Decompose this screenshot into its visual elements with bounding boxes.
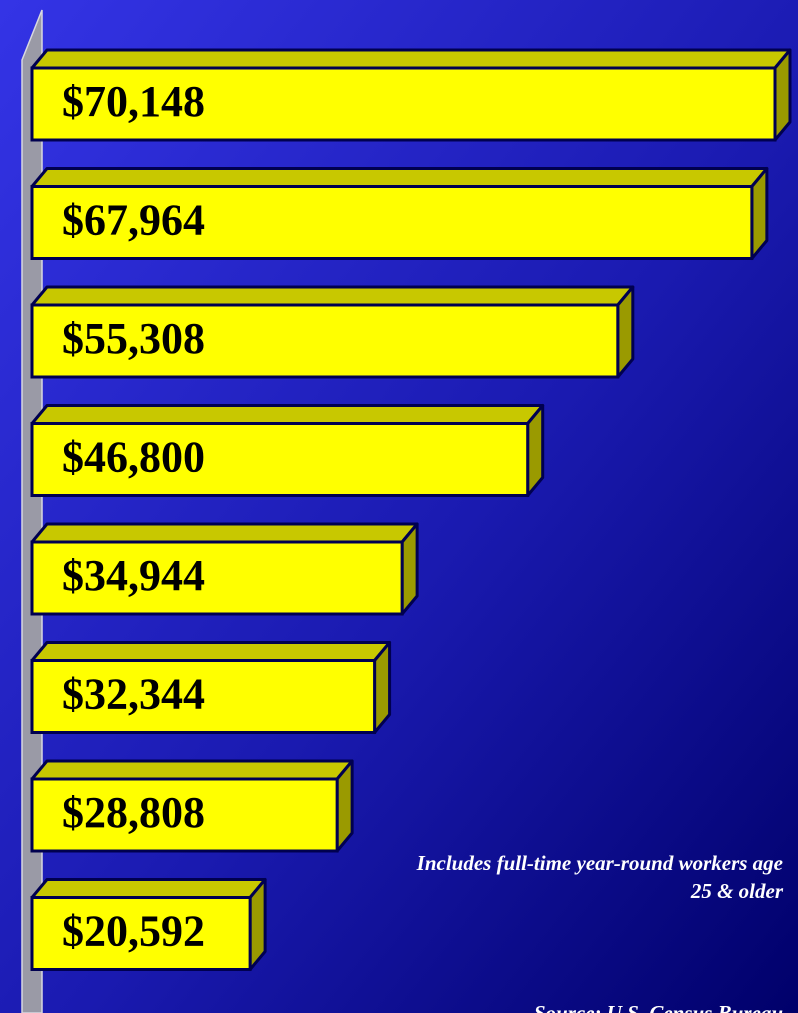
bar-top: [30, 878, 267, 899]
bar-side: [750, 167, 769, 260]
bar-side: [335, 759, 354, 853]
bar-side: [400, 522, 419, 616]
bar-top: [30, 522, 419, 544]
bar-group: $55,308: [30, 285, 635, 379]
value-label: $70,148: [62, 77, 205, 126]
bar: [30, 896, 252, 971]
footnote: Includes full-time year-round workers ag…: [416, 851, 783, 875]
bar-side: [773, 48, 792, 142]
bar-group: $32,344: [30, 641, 392, 734]
bar-top: [30, 404, 545, 425]
value-label: $32,344: [62, 670, 205, 719]
bar-group: $20,592: [30, 878, 267, 971]
bar: [30, 185, 754, 260]
bar: [30, 777, 339, 853]
value-label: $67,964: [62, 196, 205, 245]
bar: [30, 303, 620, 379]
bar-side: [616, 285, 635, 379]
bars: $70,148 $67,964 $55,308 $46,800 $34,944 $32,3…: [30, 48, 792, 971]
bar: [30, 66, 777, 142]
value-label: $46,800: [62, 433, 205, 482]
bar-top: [30, 48, 792, 70]
bar-group: $34,944: [30, 522, 419, 616]
footnote: 25 & older: [690, 879, 784, 903]
bar-top: [30, 759, 354, 781]
bar: [30, 659, 377, 734]
bar-group: $70,148: [30, 48, 792, 142]
value-label: $55,308: [62, 314, 205, 363]
bar-side: [526, 404, 545, 497]
bar-group: $46,800: [30, 404, 545, 497]
bar-side: [373, 641, 392, 734]
bar-group: $28,808: [30, 759, 354, 853]
value-label: $20,592: [62, 907, 205, 956]
bar-top: [30, 641, 392, 662]
bar: [30, 422, 530, 497]
bar-top: [30, 167, 769, 188]
bar: [30, 540, 404, 616]
footnote: Source: U.S. Census Bureau: [534, 1001, 783, 1013]
bar-group: $67,964: [30, 167, 769, 260]
value-label: $28,808: [62, 788, 205, 837]
bar-top: [30, 285, 635, 307]
bar-side: [248, 878, 267, 971]
axis-wall: [21, 9, 43, 1013]
value-label: $34,944: [62, 551, 205, 600]
